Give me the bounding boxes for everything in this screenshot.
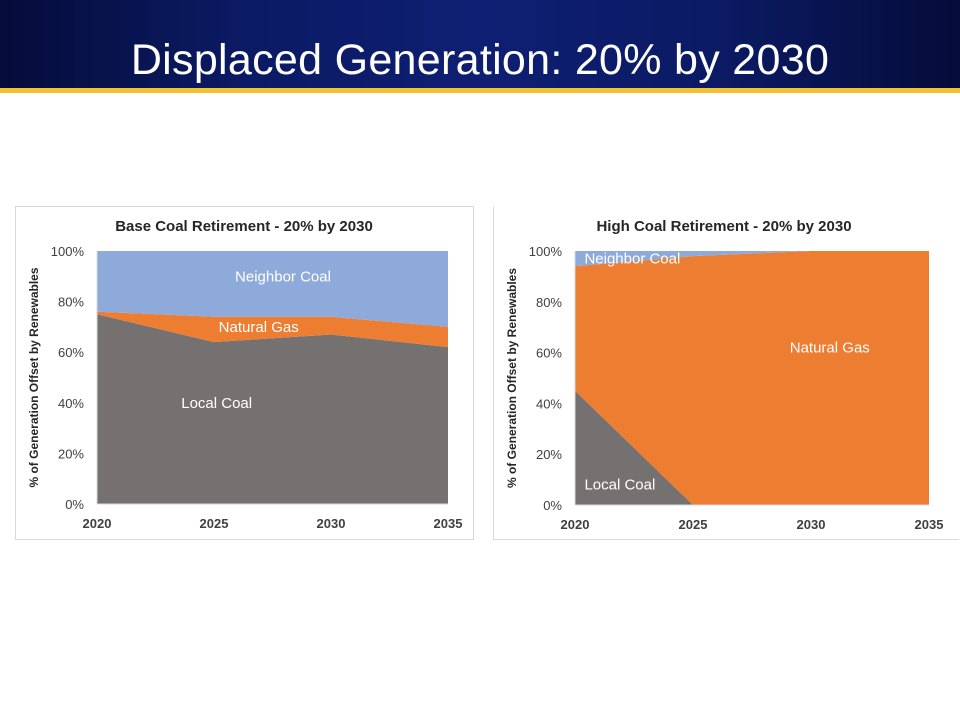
area-series-neighbor-coal	[97, 251, 448, 327]
chart-high-coal-retirement: High Coal Retirement - 20% by 2030 0% 20% 4…	[493, 206, 959, 540]
header-accent-bar	[0, 88, 960, 93]
x-tick-label: 2030	[317, 516, 346, 531]
chart-title: Base Coal Retirement - 20% by 2030	[115, 218, 373, 235]
area-series-neighbor-coal	[575, 251, 929, 267]
chart-svg-high: High Coal Retirement - 20% by 2030 0% 20% 4…	[505, 218, 944, 532]
y-axis-label: % of Generation Offset by Renewables	[505, 268, 519, 488]
chart-svg-base: Base Coal Retirement - 20% by 2030 0% 20% 4…	[27, 218, 463, 531]
y-tick-label: 80%	[536, 295, 562, 310]
y-tick-label: 100%	[529, 244, 563, 259]
series-label-neighbor-coal: Neighbor Coal	[235, 268, 331, 285]
x-tick-label: 2020	[561, 517, 590, 532]
series-label-natural-gas: Natural Gas	[219, 319, 299, 336]
x-tick-label: 2025	[200, 516, 229, 531]
y-tick-label: 20%	[58, 446, 84, 461]
area-series-local-coal	[97, 314, 448, 504]
series-label-neighbor-coal: Neighbor Coal	[584, 251, 680, 268]
x-tick-label: 2020	[83, 516, 112, 531]
y-tick-label: 60%	[58, 345, 84, 360]
x-tick-label: 2025	[679, 517, 708, 532]
y-tick-label: 40%	[536, 396, 562, 411]
series-label-local-coal: Local Coal	[181, 395, 252, 412]
area-series-natural-gas	[575, 251, 929, 505]
series-label-natural-gas: Natural Gas	[790, 340, 870, 357]
x-tick-label: 2030	[797, 517, 826, 532]
x-tick-label: 2035	[434, 516, 463, 531]
area-series-natural-gas	[97, 311, 448, 348]
series-label-local-coal: Local Coal	[584, 477, 655, 494]
y-tick-label: 80%	[58, 295, 84, 310]
y-tick-label: 60%	[536, 346, 562, 361]
slide-header	[0, 0, 960, 90]
y-tick-label: 0%	[543, 498, 562, 513]
chart-base-coal-retirement: Base Coal Retirement - 20% by 2030 0% 20% 4…	[15, 206, 474, 540]
area-series-local-coal	[575, 390, 929, 505]
y-tick-label: 20%	[536, 447, 562, 462]
y-tick-label: 100%	[51, 244, 85, 259]
y-tick-label: 0%	[65, 497, 84, 512]
x-tick-label: 2035	[915, 517, 944, 532]
y-tick-label: 40%	[58, 396, 84, 411]
y-axis-label: % of Generation Offset by Renewables	[27, 267, 41, 487]
slide-title: Displaced Generation: 20% by 2030	[130, 36, 830, 84]
chart-title: High Coal Retirement - 20% by 2030	[596, 218, 851, 235]
